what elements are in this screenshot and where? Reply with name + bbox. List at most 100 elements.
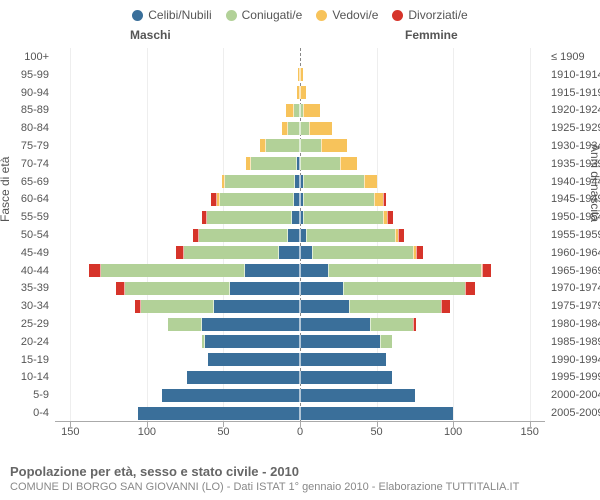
bar-f xyxy=(300,104,320,117)
bar-segment xyxy=(125,282,229,295)
bar-segment xyxy=(343,282,466,295)
birth-label: 1945-1949 xyxy=(545,193,600,205)
birth-label: 1970-1974 xyxy=(545,282,600,294)
bar-m xyxy=(282,122,300,135)
age-label: 20-24 xyxy=(5,336,55,348)
bar-f xyxy=(300,246,423,259)
age-row: 10-141995-1999 xyxy=(55,369,545,385)
legend-swatch xyxy=(226,10,237,21)
bar-segment xyxy=(300,122,309,135)
x-tick-label: 150 xyxy=(521,426,539,438)
birth-label: 2005-2009 xyxy=(545,407,600,419)
bar-segment xyxy=(300,335,380,348)
birth-label: 1940-1944 xyxy=(545,176,600,188)
age-label: 80-84 xyxy=(5,122,55,134)
bar-segment xyxy=(383,193,386,206)
birth-label: 1950-1954 xyxy=(545,211,600,223)
bar-segment xyxy=(279,246,300,259)
bar-segment xyxy=(300,389,415,402)
birth-label: 1960-1964 xyxy=(545,247,600,259)
bar-f xyxy=(300,407,453,420)
legend: Celibi/Nubili Coniugati/e Vedovi/e Divorzia… xyxy=(0,8,600,22)
bar-segment xyxy=(176,246,184,259)
bar-m xyxy=(162,389,300,402)
x-tick-label: 0 xyxy=(297,426,303,438)
bar-segment xyxy=(303,211,383,224)
bar-m xyxy=(168,318,300,331)
bar-segment xyxy=(116,282,125,295)
age-label: 90-94 xyxy=(5,87,55,99)
bar-segment xyxy=(251,157,297,170)
bar-segment xyxy=(370,318,413,331)
age-label: 100+ xyxy=(5,51,55,63)
bar-f xyxy=(300,86,306,99)
legend-item: Vedovi/e xyxy=(316,8,378,22)
age-label: 85-89 xyxy=(5,104,55,116)
age-label: 75-79 xyxy=(5,140,55,152)
birth-label: 1980-1984 xyxy=(545,318,600,330)
bar-f xyxy=(300,371,392,384)
age-label: 45-49 xyxy=(5,247,55,259)
legend-label: Celibi/Nubili xyxy=(148,8,211,22)
legend-swatch xyxy=(392,10,403,21)
age-label: 0-4 xyxy=(5,407,55,419)
bar-segment xyxy=(312,246,413,259)
age-label: 25-29 xyxy=(5,318,55,330)
chart: 100+≤ 190995-991910-191490-941915-191985… xyxy=(55,48,545,438)
bar-m xyxy=(116,282,300,295)
bar-segment xyxy=(300,282,343,295)
bar-segment xyxy=(300,246,312,259)
x-tick-label: 150 xyxy=(61,426,79,438)
birth-label: 1910-1914 xyxy=(545,69,600,81)
bar-segment xyxy=(187,371,300,384)
bar-f xyxy=(300,211,393,224)
bar-segment xyxy=(300,353,386,366)
bar-segment xyxy=(89,264,101,277)
bar-segment xyxy=(214,300,300,313)
bar-f xyxy=(300,139,347,152)
bar-m xyxy=(202,335,300,348)
x-tick-label: 100 xyxy=(138,426,156,438)
age-label: 95-99 xyxy=(5,69,55,81)
birth-label: 1925-1929 xyxy=(545,122,600,134)
age-label: 15-19 xyxy=(5,354,55,366)
bar-segment xyxy=(230,282,300,295)
bar-segment xyxy=(141,300,215,313)
bar-segment xyxy=(288,122,300,135)
bar-f xyxy=(300,122,332,135)
bar-segment xyxy=(349,300,441,313)
bar-f xyxy=(300,229,404,242)
bar-segment xyxy=(321,139,347,152)
bar-m xyxy=(89,264,300,277)
bar-segment xyxy=(202,318,300,331)
bar-segment xyxy=(245,264,300,277)
bar-segment xyxy=(303,104,320,117)
age-row: 90-941915-1919 xyxy=(55,85,545,101)
bar-segment xyxy=(465,282,474,295)
birth-label: ≤ 1909 xyxy=(545,51,600,63)
legend-item: Divorziati/e xyxy=(392,8,467,22)
bar-segment xyxy=(225,175,295,188)
bar-segment xyxy=(300,264,328,277)
birth-label: 1985-1989 xyxy=(545,336,600,348)
age-row: 100+≤ 1909 xyxy=(55,49,545,65)
bar-f xyxy=(300,300,450,313)
age-label: 55-59 xyxy=(5,211,55,223)
bar-segment xyxy=(300,157,340,170)
age-row: 80-841925-1929 xyxy=(55,120,545,136)
bar-segment xyxy=(101,264,245,277)
age-label: 5-9 xyxy=(5,389,55,401)
bar-m xyxy=(187,371,300,384)
age-row: 5-92000-2004 xyxy=(55,387,545,403)
birth-label: 1930-1934 xyxy=(545,140,600,152)
bar-segment xyxy=(207,211,293,224)
bar-m xyxy=(202,211,300,224)
bar-m xyxy=(208,353,300,366)
birth-label: 1935-1939 xyxy=(545,158,600,170)
legend-item: Coniugati/e xyxy=(226,8,303,22)
birth-label: 1920-1924 xyxy=(545,104,600,116)
bar-segment xyxy=(309,122,332,135)
birth-label: 1955-1959 xyxy=(545,229,600,241)
bar-segment xyxy=(303,175,364,188)
bar-segment xyxy=(300,371,392,384)
